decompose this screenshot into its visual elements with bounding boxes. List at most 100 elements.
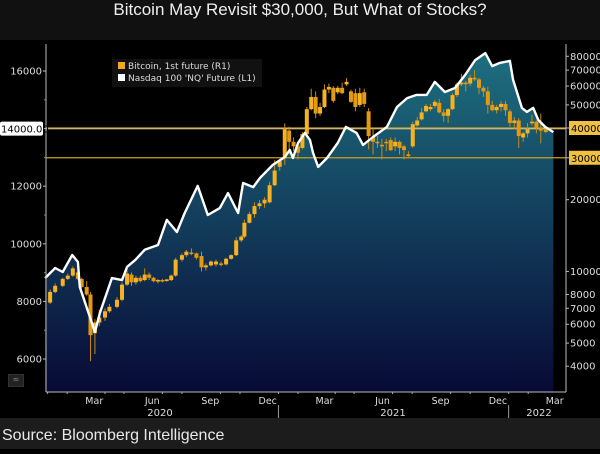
candle-body xyxy=(538,128,543,131)
candle-body xyxy=(397,141,402,148)
right-tick-label: 60000 xyxy=(570,82,600,93)
bitcoin-candle xyxy=(415,116,420,127)
candle-body xyxy=(459,82,464,85)
candle-body xyxy=(53,285,58,292)
candle-body xyxy=(300,134,305,148)
bitcoin-candle xyxy=(114,297,119,309)
candle-body xyxy=(401,146,406,151)
bitcoin-candle xyxy=(70,266,75,277)
bitcoin-candle xyxy=(262,197,267,208)
candle-body xyxy=(454,84,459,96)
candle-body xyxy=(525,129,530,134)
left-tick-label: 16000 xyxy=(10,67,42,78)
legend-entry-nasdaq: Nasdaq 100 'NQ' Future (L1) xyxy=(118,73,256,85)
right-tick-label: 4000 xyxy=(570,362,595,373)
bitcoin-candle xyxy=(155,278,160,284)
candle-body xyxy=(415,120,420,126)
bitcoin-candle xyxy=(234,237,239,257)
candle-body xyxy=(357,93,362,105)
bitcoin-candle xyxy=(344,78,349,87)
candle-body xyxy=(65,275,70,279)
reference-label-30000: 30000 xyxy=(571,154,600,165)
bitcoin-candle xyxy=(357,87,362,108)
candle-body xyxy=(184,251,189,256)
bitcoin-candle xyxy=(538,113,543,144)
candle-body xyxy=(410,124,415,147)
bitcoin-candle xyxy=(203,263,208,271)
candle-body xyxy=(277,161,282,167)
right-tick-label: 7000 xyxy=(570,304,595,315)
reference-label-box xyxy=(569,150,600,165)
bitcoin-candle xyxy=(468,74,473,87)
candle-body xyxy=(375,141,380,144)
candle-body xyxy=(388,140,393,151)
candle-body xyxy=(344,81,349,85)
candle-body xyxy=(102,311,107,318)
candle-body xyxy=(393,141,398,147)
candle-body xyxy=(304,109,309,135)
x-month-label: Jun xyxy=(144,396,160,407)
bitcoin-candle xyxy=(353,88,358,112)
x-month-label: Dec xyxy=(489,396,507,407)
bitcoin-candle xyxy=(169,274,174,282)
bitcoin-candle xyxy=(428,103,433,112)
candle-body xyxy=(208,261,213,266)
bitcoin-candle xyxy=(318,102,323,116)
bitcoin-candle xyxy=(406,151,411,159)
candle-body xyxy=(446,109,451,116)
chart-type-icon[interactable]: ≈ xyxy=(8,374,24,387)
candle-body xyxy=(133,277,138,283)
candle-body xyxy=(432,101,437,106)
candle-body xyxy=(257,203,262,207)
reference-label-14000: 14000.00 xyxy=(1,125,49,136)
bitcoin-candle xyxy=(322,84,327,109)
bitcoin-candle xyxy=(219,261,224,267)
candle-body xyxy=(142,274,147,281)
candle-body xyxy=(406,154,411,157)
candle-body xyxy=(521,133,526,138)
candle-body xyxy=(242,222,247,237)
candle-body xyxy=(138,277,143,282)
candle-body xyxy=(384,141,389,144)
bitcoin-candle xyxy=(481,86,486,97)
candle-body xyxy=(151,277,156,282)
candle-body xyxy=(494,107,499,111)
candle-body xyxy=(326,86,331,90)
x-month-label: Mar xyxy=(85,396,103,407)
bitcoin-candle xyxy=(335,86,340,95)
bitcoin-candle xyxy=(388,137,393,152)
candle-body xyxy=(129,274,134,283)
bitcoin-candle xyxy=(366,108,371,150)
candle-body xyxy=(287,130,292,142)
bitcoin-candle xyxy=(490,100,495,112)
bitcoin-candle xyxy=(65,273,70,281)
candle-body xyxy=(379,144,384,147)
bitcoin-candle xyxy=(160,278,165,283)
candle-body xyxy=(481,87,486,92)
x-year-label: 2020 xyxy=(147,408,172,419)
bitcoin-candle xyxy=(239,235,244,242)
bitcoin-candle xyxy=(348,89,353,103)
bitcoin-candle xyxy=(525,122,530,138)
bitcoin-candle xyxy=(472,70,477,82)
bitcoin-candle xyxy=(291,137,296,152)
candle-body xyxy=(331,87,336,101)
bitcoin-candle xyxy=(242,219,247,239)
nasdaq-swatch xyxy=(118,74,125,81)
candle-body xyxy=(203,265,208,268)
bitcoin-candle xyxy=(147,272,152,281)
right-tick-label: 20000 xyxy=(570,195,600,206)
bitcoin-candle xyxy=(507,109,512,127)
bitcoin-candle xyxy=(485,86,490,114)
bitcoin-candle xyxy=(384,138,389,152)
candle-body xyxy=(419,112,424,120)
nasdaq-line xyxy=(44,51,555,334)
left-tick-label: 12000 xyxy=(10,182,42,193)
candle-body xyxy=(472,77,477,80)
x-month-label: Jun xyxy=(374,396,390,407)
right-tick-label: 50000 xyxy=(570,100,600,111)
bitcoin-candle xyxy=(213,259,218,267)
x-month-label: Mar xyxy=(316,396,334,407)
x-month-label: Mar xyxy=(546,396,564,407)
